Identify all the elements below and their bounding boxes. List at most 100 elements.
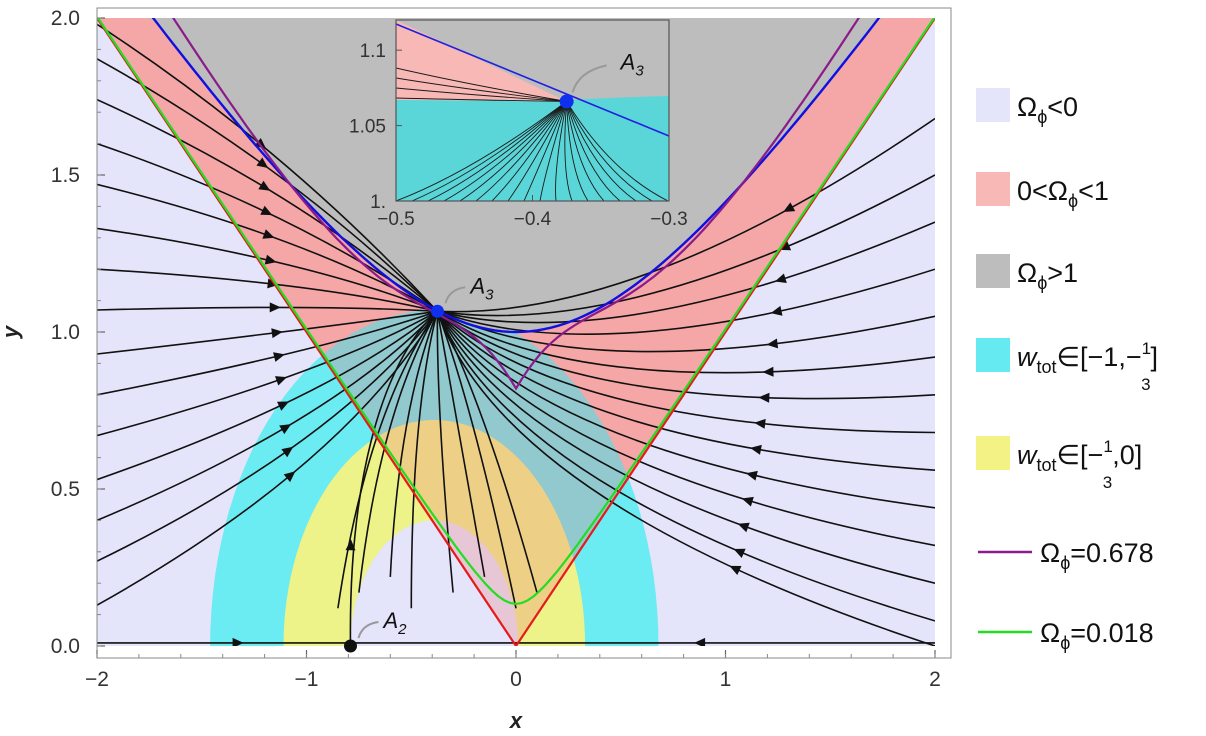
- inset-omega-one-line: [396, 23, 669, 137]
- legend-swatch: [976, 436, 1010, 470]
- inset-stream: [396, 101, 567, 201]
- stream-left-arrow-2: [258, 180, 271, 191]
- legend-item: Ωϕ=0.678: [978, 538, 1154, 573]
- inset-stream: [566, 101, 589, 201]
- inset-stream: [555, 101, 568, 201]
- legend-label: wtot∈[−1,−1 3]: [1017, 339, 1158, 394]
- inset-x-tick-label: −0.3: [650, 209, 688, 230]
- x-tick-label: −2: [85, 668, 109, 691]
- inset-stream: [523, 101, 568, 201]
- legend-item: wtot∈[−1,−1 3]: [976, 338, 1158, 394]
- y-tick-label: 1.5: [51, 164, 80, 187]
- inset-region-between: [396, 20, 567, 102]
- legend-label: 0<Ωϕ<1: [1017, 176, 1109, 211]
- stream-fan-1: [358, 310, 439, 593]
- inset-x-tick-label: −0.5: [377, 209, 415, 230]
- y-tick-label: 1.0: [51, 321, 80, 344]
- stream-left-arrow-8: [271, 328, 283, 339]
- stream-left-0: [97, 23, 438, 312]
- critical-point-a2: [343, 639, 357, 653]
- stream-right-4: [437, 310, 935, 353]
- inset-stream: [566, 101, 605, 201]
- legend-swatch: [976, 172, 1010, 206]
- stream-a2-separatrix: [349, 310, 438, 646]
- legend-label: Ωϕ<0: [1017, 92, 1078, 127]
- stream-left-arrow-3: [260, 205, 273, 216]
- stream-fan-2: [389, 311, 439, 577]
- legend-swatch: [976, 88, 1010, 122]
- stream-fan-7: [436, 310, 538, 593]
- stream-left-arrow-9: [273, 352, 285, 362]
- stream-left-arrow-12: [279, 424, 292, 435]
- stream-right-arrow-7: [754, 418, 766, 429]
- y-tick-label: 0.0: [51, 635, 80, 658]
- legend-item: Ωϕ=0.018: [978, 618, 1154, 653]
- stream-right-13: [436, 311, 935, 646]
- stream-left-2: [97, 98, 438, 312]
- stream-right-5: [436, 310, 935, 374]
- inset-stream: [566, 101, 637, 201]
- stream-fan-6: [436, 311, 517, 609]
- legend-item: Ωϕ<0: [976, 88, 1078, 127]
- omega-one-curve: [151, 18, 881, 334]
- stream-left-arrow-10: [275, 376, 287, 386]
- stream-left-arrow-14: [283, 471, 296, 483]
- inset-stream: [443, 101, 567, 201]
- stream-right-arrow-8: [750, 444, 762, 455]
- plot-frame: [96, 7, 952, 659]
- inset-x-tick-label: −0.4: [514, 209, 552, 230]
- stream-right-arrow-6: [758, 392, 770, 403]
- inset-region-accelerating: [396, 96, 669, 201]
- stream-right-2: [437, 221, 935, 324]
- stream-right-9: [436, 310, 935, 509]
- inset-stream: [539, 101, 568, 201]
- stream-left-arrow-4: [262, 229, 275, 239]
- stream-left-8: [97, 310, 438, 355]
- y-tick-label: 0.5: [51, 478, 80, 501]
- stream-bottom-arrow-right: [694, 637, 706, 646]
- stream-left-14: [97, 310, 439, 606]
- inset-y-tick-label: 1.: [370, 192, 386, 213]
- stream-left-arrow-13: [281, 446, 294, 458]
- inset-stream: [564, 101, 573, 201]
- omega-0678-curve: [172, 18, 860, 391]
- stream-left-5: [97, 227, 438, 313]
- inset-stream: [507, 101, 567, 201]
- legend-swatch: [976, 338, 1010, 372]
- inset-stream: [427, 101, 567, 201]
- x-axis-title: x: [509, 708, 523, 733]
- stream-right-arrow-13: [729, 565, 742, 575]
- stream-right-12: [436, 310, 935, 622]
- stream-a2-arrow: [345, 539, 356, 551]
- stream-right-3: [437, 268, 935, 335]
- stream-right-11: [436, 310, 935, 584]
- stream-left-arrow-11: [277, 401, 290, 411]
- stream-left-11: [97, 310, 438, 481]
- x-tick-label: −1: [295, 668, 319, 691]
- axes: −2 −1 0 1 2 0.0 0.5 1.0 1.5 2.0: [51, 7, 941, 691]
- inset-stream: [566, 101, 653, 201]
- boundary-curves: [97, 18, 935, 646]
- stream-left-12: [97, 310, 438, 522]
- stream-right-8: [436, 310, 935, 471]
- stream-left-9: [97, 310, 438, 396]
- y-tick-label: 2.0: [51, 7, 80, 30]
- stream-fan-3: [410, 311, 439, 609]
- stream-right-6: [436, 310, 935, 400]
- inset-stream-upper: [396, 67, 567, 102]
- inset-stream: [475, 101, 567, 201]
- stream-right-1: [437, 174, 935, 317]
- legend-swatch: [976, 254, 1010, 288]
- inset-critical-point: [559, 94, 574, 109]
- stream-right-arrow-0: [783, 202, 796, 212]
- stream-left-10: [97, 310, 438, 437]
- stream-fan-5: [436, 311, 486, 578]
- stream-right-arrow-2: [774, 273, 787, 283]
- inset-y-tick-label: 1.1: [360, 41, 386, 62]
- legend-label: Ωϕ=0.678: [1040, 538, 1154, 573]
- inset-y-tick-label: 1.05: [349, 117, 386, 138]
- stream-right-arrow-11: [737, 522, 750, 533]
- stream-left-1: [97, 58, 438, 312]
- legend-item: Ωϕ>1: [976, 254, 1078, 293]
